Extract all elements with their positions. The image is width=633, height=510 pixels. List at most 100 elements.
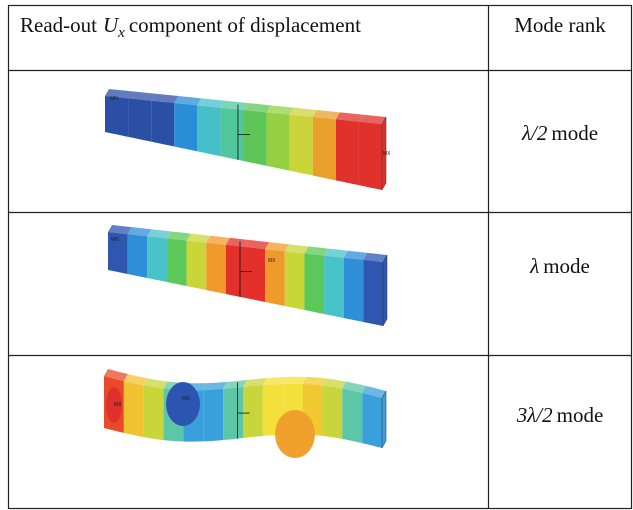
top-face [197,98,225,108]
min-label: MN [110,96,118,102]
contour-band [128,98,152,142]
top-face [105,89,133,99]
top-face [342,381,367,393]
contour-band [147,236,167,282]
top-face [289,107,317,117]
contour-band [265,249,285,306]
end-face [382,254,388,327]
contour-band [197,105,221,157]
top-face [186,233,211,243]
top-face [151,93,179,103]
top-face [304,246,329,256]
top-face [108,225,132,235]
top-face [322,378,347,389]
header-text: Read-out [20,13,97,37]
contour-band [362,392,382,448]
min-label: MN [111,237,119,243]
contour-band [324,255,344,318]
top-face [245,240,270,250]
mode-rank: 3λ/2 mode [516,403,604,427]
min-label: MN [182,396,190,402]
header-cell: Read-out Ux component of displacement [20,13,361,41]
top-face [223,380,247,389]
top-face [147,229,171,239]
displacement-plot: MX MN [104,369,387,458]
top-face [312,110,340,120]
contour-band [312,117,336,181]
top-face [343,250,368,260]
contour-band [322,385,343,439]
header-cell: Mode rank [514,13,606,37]
top-face [220,100,248,110]
contour-band [186,240,207,290]
contour-band [304,253,325,314]
max-label: MX [383,151,391,157]
contour-band [363,259,383,326]
end-face [381,116,387,191]
rank-label: mode [543,254,590,278]
header-subscript: x [117,25,125,41]
top-face [265,242,289,252]
top-face [123,374,148,386]
contour-band [358,121,382,190]
contour-band [108,232,128,274]
top-face [284,244,309,254]
contour-band [335,119,359,186]
rank-symbol: 3λ/2 [516,403,553,427]
contour-band [243,385,263,438]
header-text: component of displacement [129,13,361,37]
top-face [302,376,327,386]
top-face [262,376,287,386]
contour-band [225,244,246,298]
table-grid [7,4,633,510]
top-face [362,385,386,398]
mode-rank: λ mode [529,254,590,278]
top-face [324,248,348,258]
contour-band [245,247,266,302]
top-face [127,227,152,237]
contour-band [151,100,175,147]
contour-band [143,385,164,441]
contour-band [123,381,144,438]
contour-band [206,242,226,294]
rank-label: mode [557,403,604,427]
displacement-plot: MN MX [105,89,391,191]
displacement-plot: MN MX [108,225,388,327]
contour-band [203,388,224,442]
contour-spot [166,382,200,426]
contour-band [223,387,243,441]
top-face [166,231,191,241]
top-face [128,91,156,101]
top-face [206,235,230,245]
table-border [7,4,633,510]
contour-band [166,238,187,286]
top-face [104,369,128,382]
contour-band [174,103,198,152]
rank-label: mode [551,121,598,145]
end-face [381,390,387,449]
top-face [358,114,386,124]
rank-symbol: λ/2 [521,121,548,145]
contour-band [105,96,129,137]
mode-rank: λ/2 mode [521,121,598,145]
top-face [363,252,387,262]
top-face [174,96,202,106]
top-face [143,378,168,389]
contour-band [127,234,148,278]
top-face [266,105,294,115]
contour-band [243,110,267,166]
contour-band [266,112,290,171]
top-face [243,378,267,387]
header-symbol: U [103,13,120,37]
contour-spot [275,410,315,458]
contour-band [284,251,305,310]
contour-band [342,388,363,444]
top-face [243,103,271,113]
contour-band [289,114,313,176]
contour-band [343,257,364,322]
rank-symbol: λ [529,254,539,278]
contour-spot [106,387,122,423]
top-face [203,381,228,391]
